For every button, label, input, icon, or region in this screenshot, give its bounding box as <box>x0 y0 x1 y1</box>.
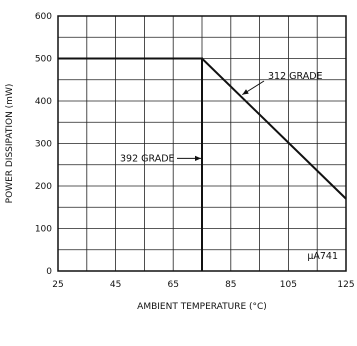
plot-frame <box>57 15 347 272</box>
y-tick-label: 100 <box>35 225 52 235</box>
y-axis-label: POWER DISSIPATION (mW) <box>5 84 15 204</box>
annotation-392-grade: 392 GRADE <box>120 153 175 164</box>
x-tick-label: 25 <box>52 280 63 290</box>
part-number-label: μA741 <box>307 251 338 262</box>
annotation-312-grade: 312 GRADE <box>268 71 323 82</box>
derating-curves <box>58 57 347 271</box>
y-tick-label: 400 <box>35 97 52 107</box>
x-tick-label: 105 <box>280 280 297 290</box>
series-line-312-grade <box>58 57 347 200</box>
x-tick-label: 45 <box>110 280 121 290</box>
tick-labels: 25 45 65 85 105 125 0 100 200 300 400 500 600 <box>35 12 355 290</box>
x-tick-label: 85 <box>225 280 236 290</box>
y-tick-label: 500 <box>35 55 52 65</box>
y-tick-label: 300 <box>35 140 52 150</box>
x-tick-label: 65 <box>167 280 178 290</box>
annotation-312-arrowhead <box>242 89 249 95</box>
annotations: 392 GRADE 312 GRADE μA741 <box>120 71 338 262</box>
x-axis-label: AMBIENT TEMPERATURE (°C) <box>137 302 267 312</box>
y-tick-label: 200 <box>35 182 52 192</box>
y-tick-label: 600 <box>35 12 52 22</box>
y-tick-label: 0 <box>46 267 52 277</box>
annotation-392-arrowhead <box>195 155 201 161</box>
x-tick-label: 125 <box>337 280 354 290</box>
